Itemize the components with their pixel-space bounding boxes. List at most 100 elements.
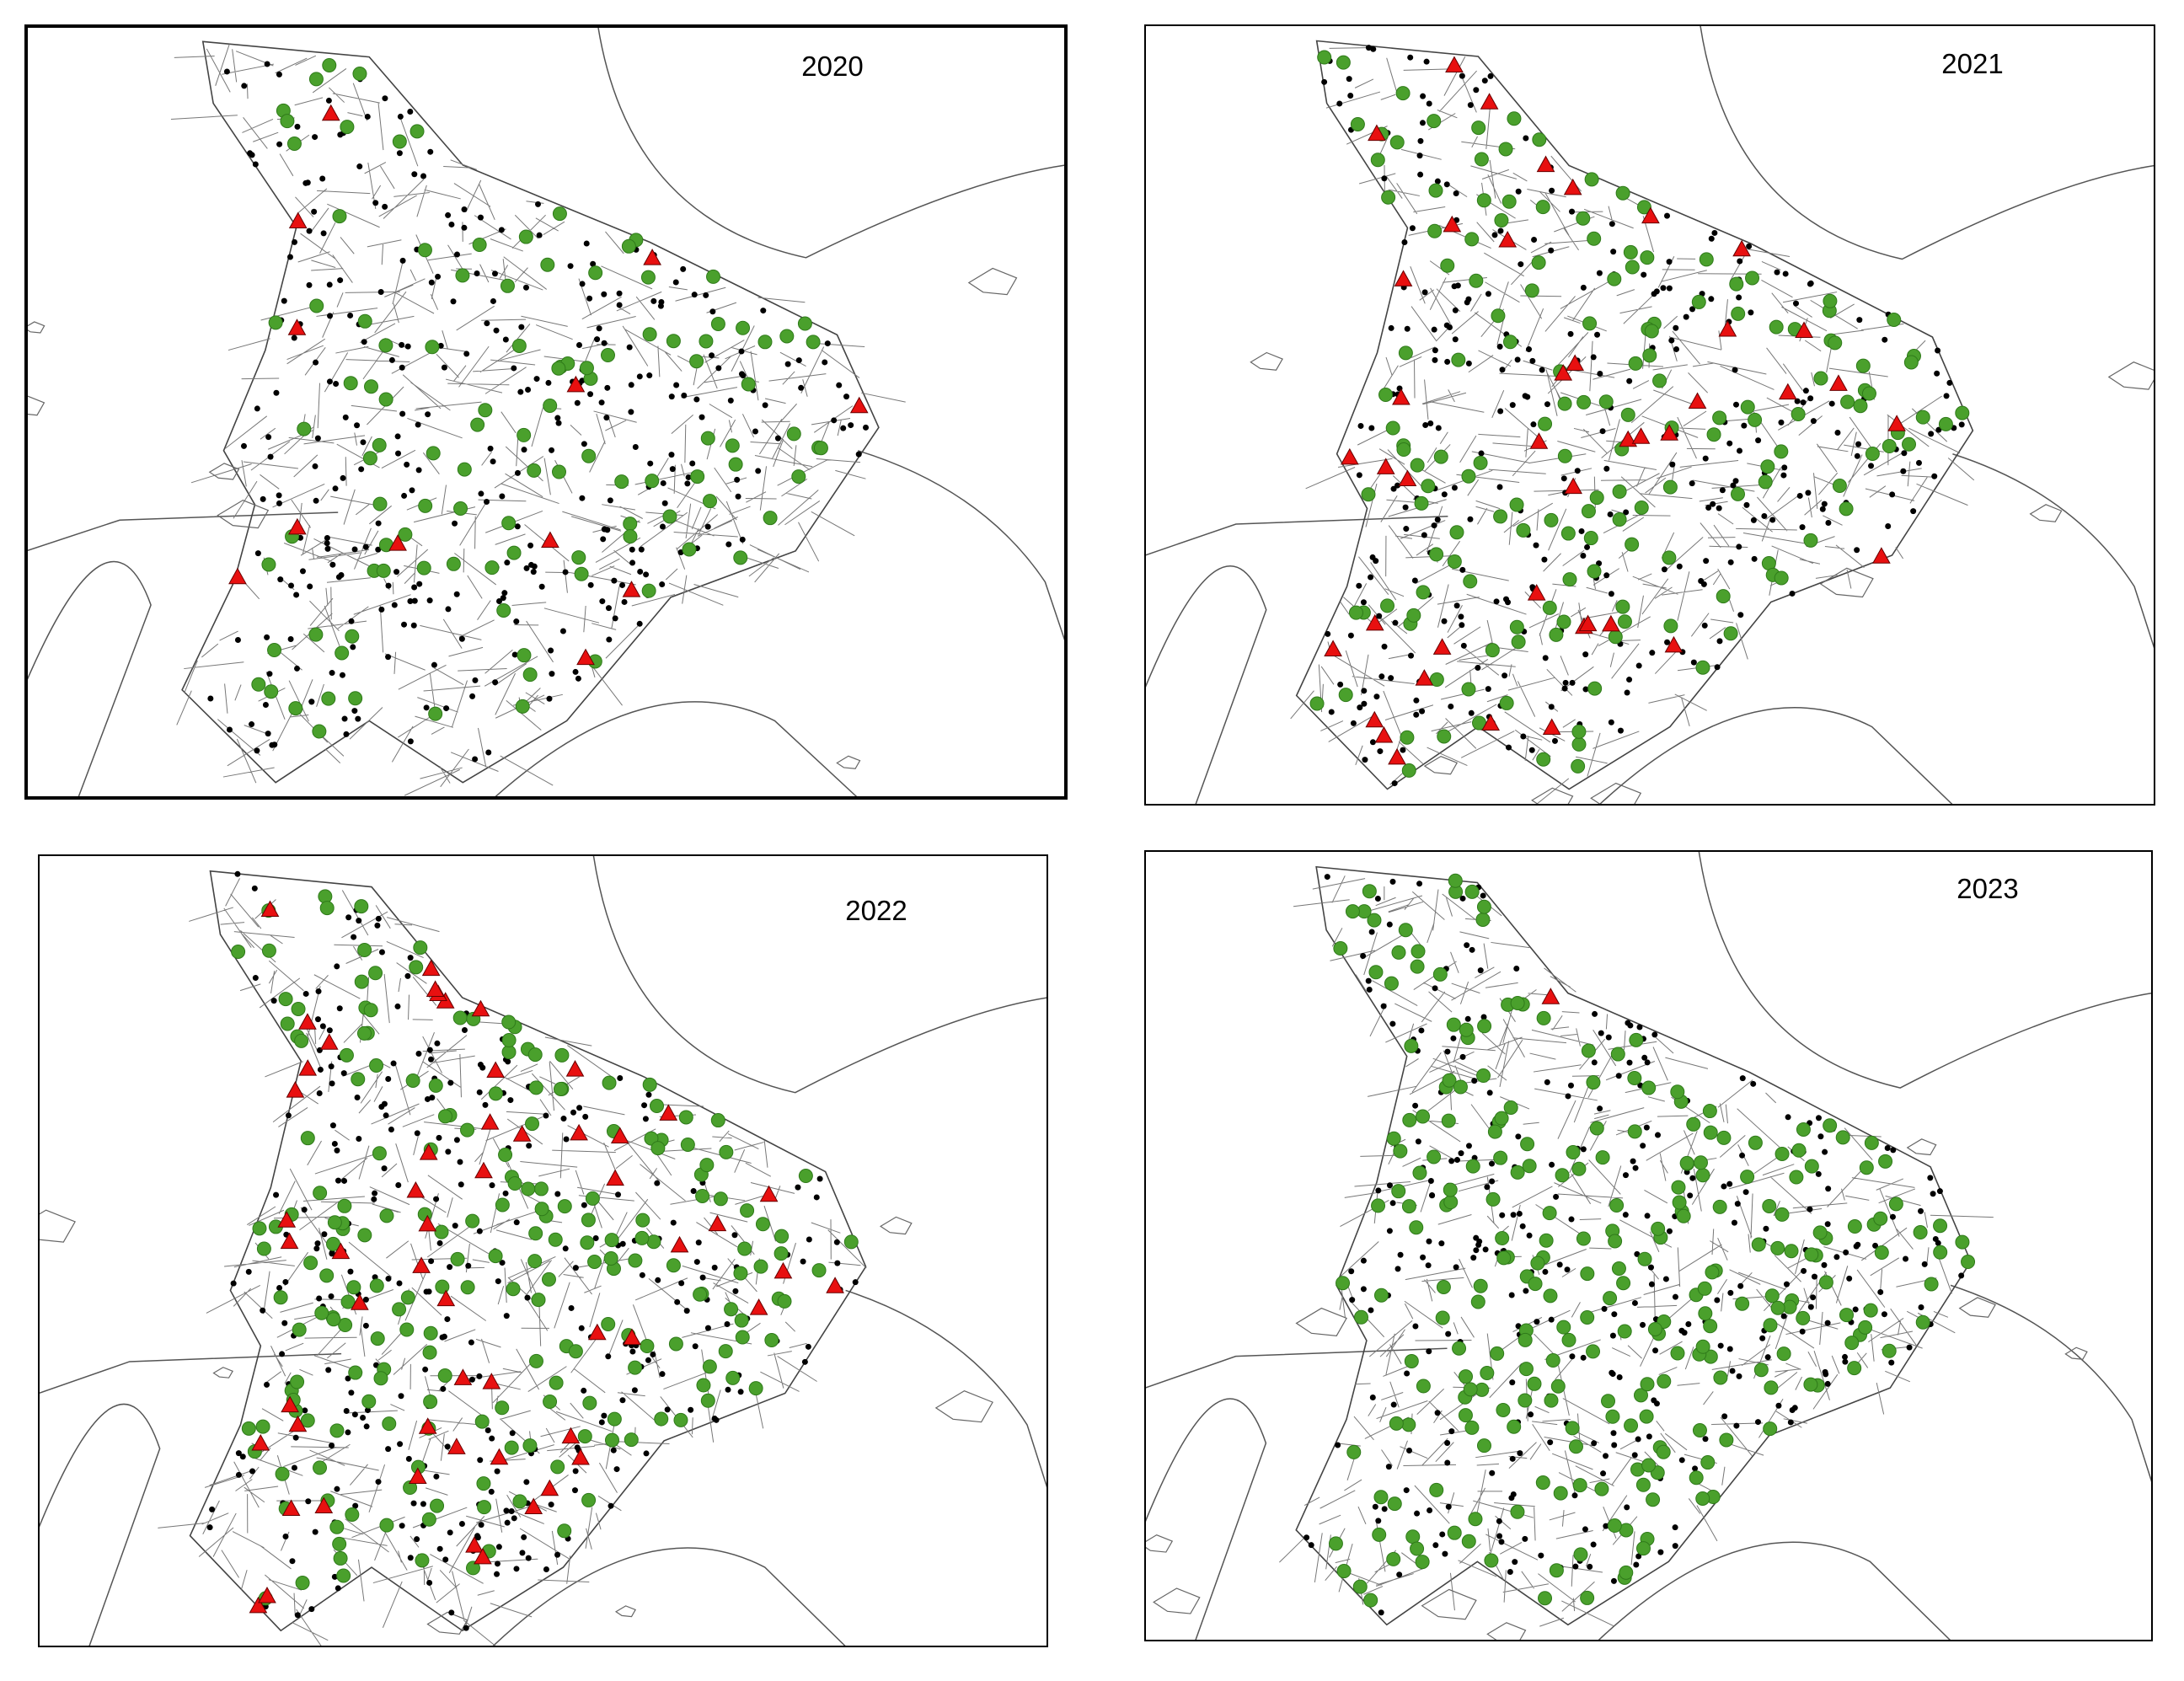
green-site [314,1305,329,1320]
green-site [1400,730,1415,745]
green-site [1615,599,1630,614]
case-dot [734,476,741,483]
green-site [1549,1563,1564,1578]
case-dot [262,701,269,708]
green-site [1336,1276,1351,1291]
case-dot [521,1534,527,1540]
case-dot [410,1500,417,1507]
case-dot [596,325,602,332]
green-site [1471,120,1486,136]
case-dot [599,598,606,605]
case-dot [329,1443,335,1449]
case-dot [235,1450,242,1457]
fragment [39,1209,76,1243]
green-site [361,1394,377,1409]
green-site [297,421,312,436]
case-dot [431,661,437,668]
case-dot [1903,1255,1909,1262]
case-dot [478,490,484,497]
case-dot [1486,1089,1493,1096]
case-dot [1375,1187,1382,1194]
green-site [1607,271,1622,286]
green-site [319,901,335,916]
red-site [1619,430,1638,447]
green-site [506,1282,521,1297]
green-site [725,1370,741,1385]
green-site [496,602,511,618]
green-site [329,1423,345,1438]
green-site [587,1254,602,1269]
green-site [1760,459,1775,474]
case-dot [360,1415,367,1421]
green-site [1520,1137,1535,1152]
case-dot [695,1239,702,1246]
case-dot [1549,1161,1555,1168]
green-site [1656,1444,1671,1459]
case-dot [1419,708,1426,715]
case-dot [458,1520,465,1527]
case-dot [1661,566,1667,573]
case-dot [1822,1148,1828,1155]
green-site [1428,183,1443,198]
green-site [322,57,337,72]
case-dot [1465,1143,1472,1149]
case-dot [1453,1157,1460,1164]
red-site [1527,584,1546,601]
case-dot [822,359,828,366]
green-site [280,1016,295,1031]
case-dot [399,1523,405,1529]
case-dot [1496,1533,1503,1539]
fragment [1590,782,1642,805]
green-site [713,1191,728,1207]
case-dot [1460,642,1467,649]
case-dot [485,749,492,756]
case-dot [488,1488,495,1495]
green-site [403,1480,418,1496]
case-dot [654,1180,661,1186]
case-dot [715,365,722,372]
case-dot [709,308,716,315]
green-site [1535,1475,1550,1491]
green-site [336,1568,351,1583]
case-dot [1452,307,1459,313]
green-site [517,427,532,442]
green-site [1398,923,1413,938]
green-site [728,457,743,472]
case-dot [1516,1210,1523,1217]
case-dot [252,161,259,168]
case-dot [254,550,261,557]
red-site [1688,392,1707,410]
green-site [1625,537,1640,552]
green-site [501,1014,517,1030]
case-dot [1450,1035,1457,1041]
case-dot [1444,358,1451,365]
case-dot [1783,1281,1790,1288]
case-dot [1958,1272,1965,1279]
red-site [1536,155,1555,173]
green-site [382,1416,397,1432]
case-dot [347,1268,354,1275]
case-dot [1821,501,1828,507]
green-site [312,724,327,739]
case-dot [834,1260,841,1266]
case-dot [1726,440,1733,447]
green-site [843,1234,859,1250]
case-dot [1877,1288,1884,1295]
case-dot [509,1430,516,1437]
case-dot [1496,1518,1502,1524]
green-site [1587,564,1602,579]
fragment [2029,504,2063,522]
green-site [1589,1121,1604,1136]
case-dot [328,1293,335,1299]
case-dot [1425,1262,1432,1269]
case-dot [1541,556,1548,563]
case-dot [436,1239,443,1246]
case-dot [498,227,505,233]
case-dot [1448,703,1454,709]
case-dot [645,1357,651,1363]
green-site [1416,1379,1431,1394]
red-site [412,1256,431,1273]
case-dot [397,113,404,120]
case-dot [795,1184,801,1191]
case-dot [407,955,414,961]
